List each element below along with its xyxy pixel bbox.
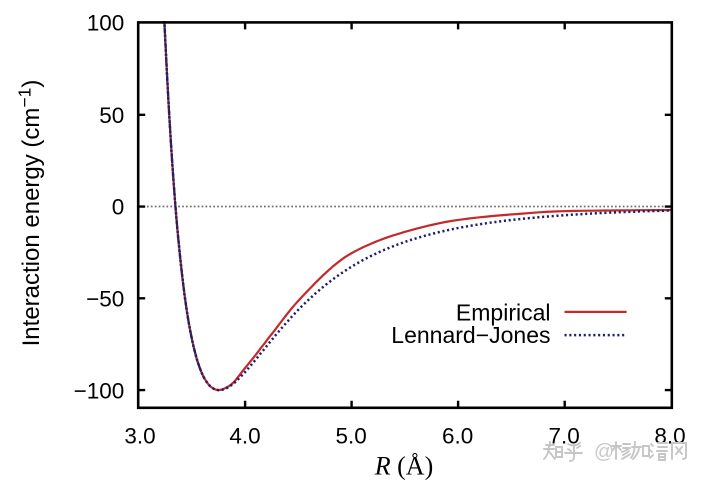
svg-text:6.0: 6.0: [442, 423, 473, 448]
svg-text:8.0: 8.0: [654, 423, 685, 448]
svg-text:50: 50: [99, 103, 124, 128]
svg-text:R (Å): R (Å): [374, 451, 433, 480]
svg-text:Interaction energy (cm−1): Interaction energy (cm−1): [15, 80, 46, 347]
svg-text:4.0: 4.0: [229, 423, 260, 448]
svg-text:−50: −50: [86, 287, 124, 312]
svg-text:−100: −100: [74, 378, 125, 403]
svg-text:Lennard−Jones: Lennard−Jones: [391, 322, 550, 348]
svg-text:5.0: 5.0: [336, 423, 367, 448]
svg-text:@: @: [594, 441, 614, 463]
svg-text:Empirical: Empirical: [456, 299, 551, 325]
svg-text:100: 100: [87, 11, 125, 36]
svg-text:3.0: 3.0: [124, 423, 155, 448]
svg-text:0: 0: [112, 195, 125, 220]
